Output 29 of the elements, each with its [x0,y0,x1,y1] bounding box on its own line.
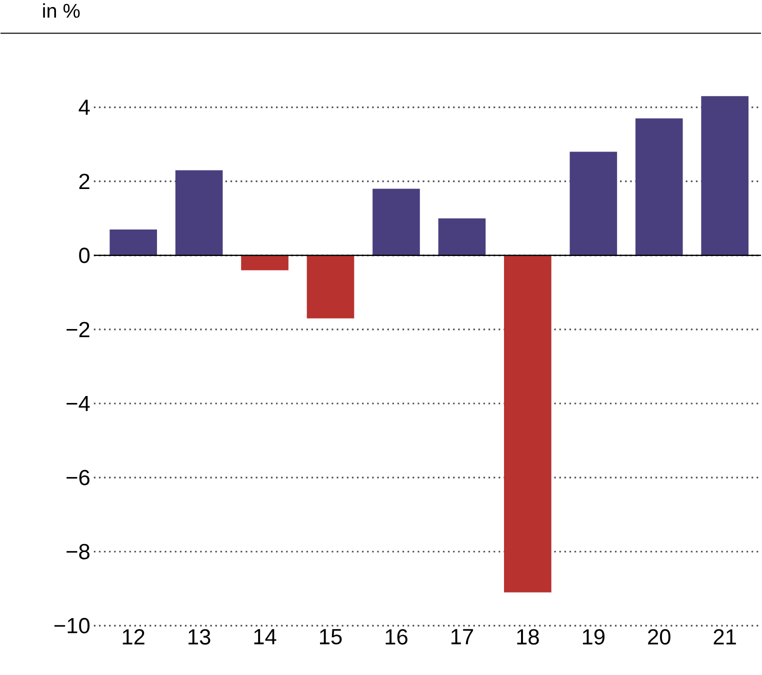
y-tick-label: −2 [66,322,90,337]
bar [635,118,683,256]
x-tick-label: 16 [386,628,408,644]
y-tick-label: −6 [66,470,90,486]
y-tick-label: 4 [78,100,90,115]
bar [570,152,618,256]
x-tick-label: 14 [254,628,276,644]
bar [438,218,486,256]
y-tick-label: −8 [66,544,90,560]
x-tick-label: 17 [451,628,473,644]
x-tick-label: 12 [122,628,144,644]
bar [504,255,552,592]
y-axis-title: in % [43,3,80,18]
bar [110,229,157,256]
bar [175,170,223,256]
x-tick-label: 20 [648,628,670,644]
x-tick-label: 13 [188,628,210,644]
y-tick-label: −10 [54,618,90,634]
x-tick-label: 15 [320,628,342,644]
bar [306,255,354,318]
bar [701,96,749,256]
x-tick-label: 19 [582,628,605,644]
x-tick-label: 21 [714,628,736,644]
x-tick-label: 18 [517,628,539,644]
y-tick-label: 0 [79,247,90,263]
bar [372,188,420,256]
y-tick-label: −4 [66,396,90,411]
bar [241,255,288,270]
y-tick-label: 2 [79,174,90,189]
